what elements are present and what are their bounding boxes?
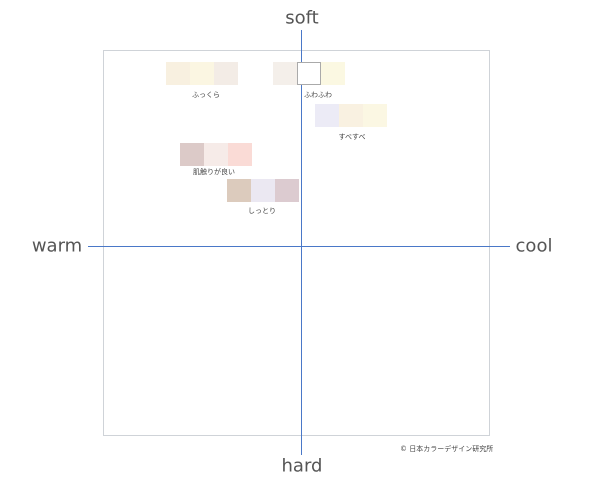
swatch — [297, 62, 321, 85]
swatch — [204, 143, 228, 166]
swatch — [227, 179, 251, 202]
swatch-group — [315, 104, 387, 127]
swatch — [214, 62, 238, 85]
group-label: すべすべ — [338, 133, 366, 141]
vertical-axis — [301, 30, 302, 455]
horizontal-axis — [88, 246, 510, 247]
swatch — [363, 104, 387, 127]
swatch — [190, 62, 214, 85]
swatch-group — [273, 62, 345, 85]
swatch — [251, 179, 275, 202]
copyright: © 日本カラーデザイン研究所 — [400, 445, 494, 453]
swatch — [228, 143, 252, 166]
swatch-group — [166, 62, 238, 85]
axis-label: hard — [281, 455, 323, 477]
group-label: ふっくら — [192, 91, 220, 99]
swatch-group — [227, 179, 299, 202]
swatch — [180, 143, 204, 166]
axis-label: soft — [285, 7, 319, 29]
swatch — [321, 62, 345, 85]
swatch — [275, 179, 299, 202]
swatch-group — [180, 143, 252, 166]
axis-label: warm — [31, 235, 83, 257]
frame — [103, 50, 490, 436]
swatch — [339, 104, 363, 127]
group-label: 肌触りが良い — [193, 168, 235, 176]
axis-label: cool — [515, 235, 553, 257]
group-label: しっとり — [248, 207, 276, 215]
group-label: ふわふわ — [304, 91, 332, 99]
swatch — [166, 62, 190, 85]
swatch — [273, 62, 297, 85]
swatch — [315, 104, 339, 127]
